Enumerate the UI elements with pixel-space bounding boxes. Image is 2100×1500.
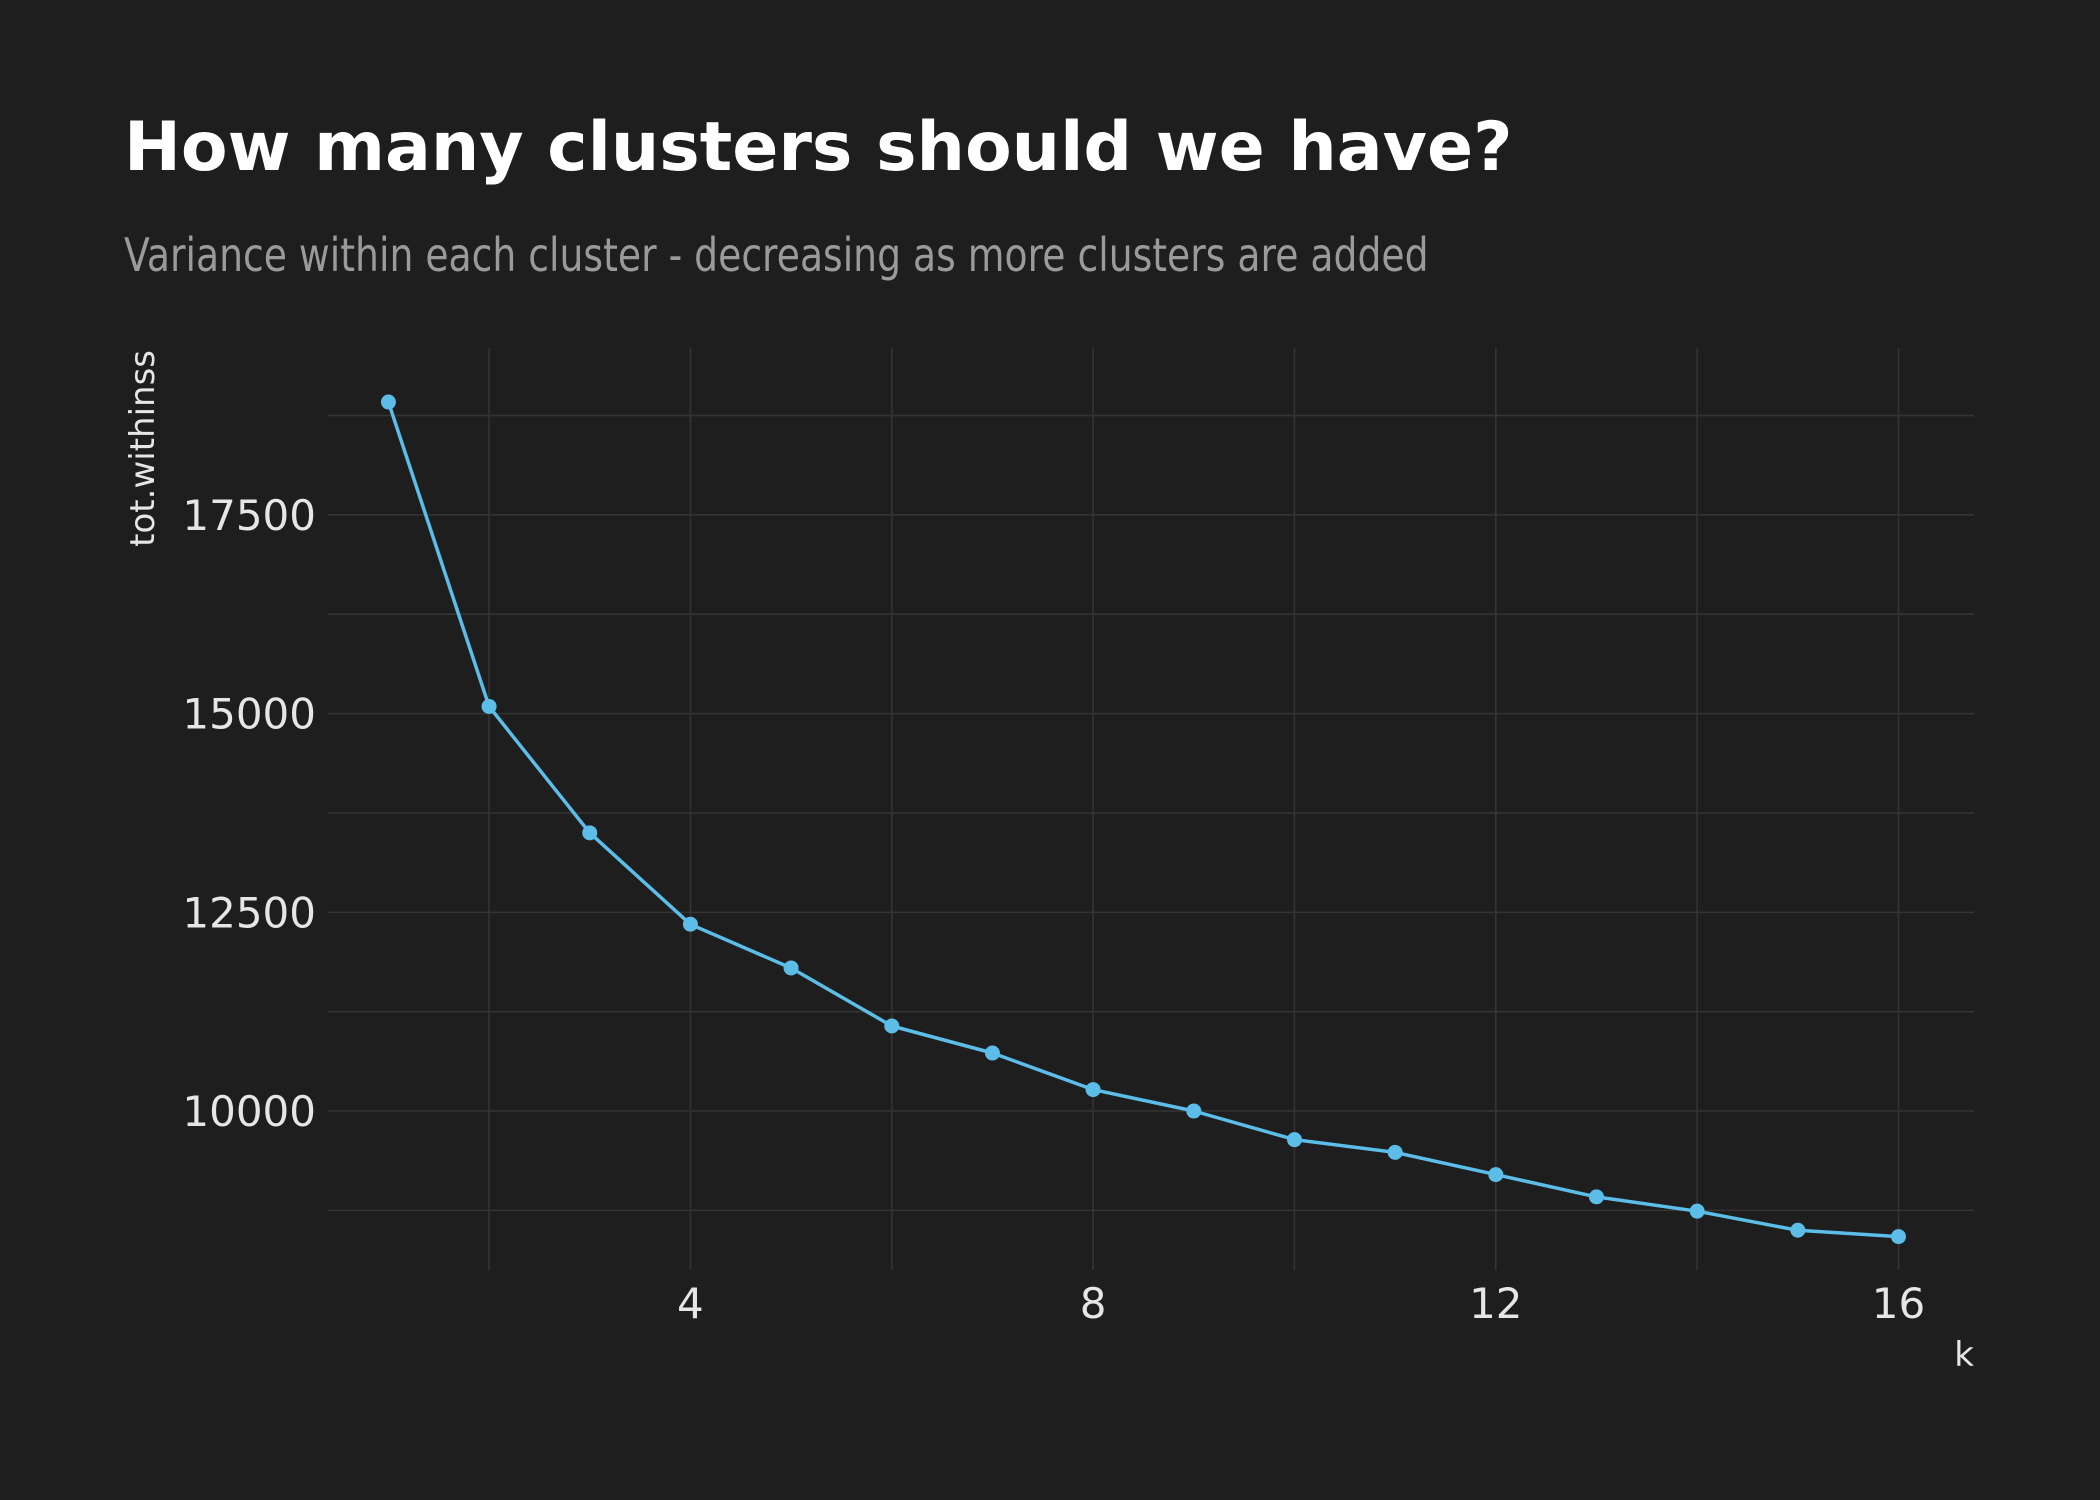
data-point [1588,1189,1604,1205]
data-point [682,916,698,932]
data-point [1689,1203,1705,1219]
data-point [1286,1132,1302,1148]
series-layer [380,394,1906,1245]
data-point [884,1018,900,1034]
data-point [1085,1082,1101,1098]
data-point [984,1045,1000,1061]
data-point [1488,1167,1504,1183]
x-tick-label: 16 [1872,1279,1925,1328]
x-tick-label: 4 [677,1279,704,1328]
y-tick-label: 10000 [182,1087,316,1136]
data-point [783,960,799,976]
tick-layer: 4 8 12 16 10000 12500 15000 17500 [182,491,1925,1328]
y-tick-label: 17500 [182,491,316,540]
series-line [386,401,1899,1239]
data-point [481,698,497,714]
data-point [1186,1103,1202,1119]
data-point [1387,1144,1403,1160]
y-tick-label: 15000 [182,690,316,739]
data-point [582,825,598,841]
data-point [1890,1229,1906,1245]
y-tick-label: 12500 [182,888,316,937]
y-axis-title: tot.withinss [123,350,163,547]
x-tick-label: 8 [1080,1279,1107,1328]
x-axis-title: k [1954,1335,1974,1375]
x-tick-label: 12 [1469,1279,1522,1328]
data-point [1790,1222,1806,1238]
data-point [380,394,396,410]
chart-subtitle: Variance within each cluster - decreasin… [124,228,1429,282]
grid-layer [328,348,1974,1270]
chart-title: How many clusters should we have? [124,108,1513,187]
